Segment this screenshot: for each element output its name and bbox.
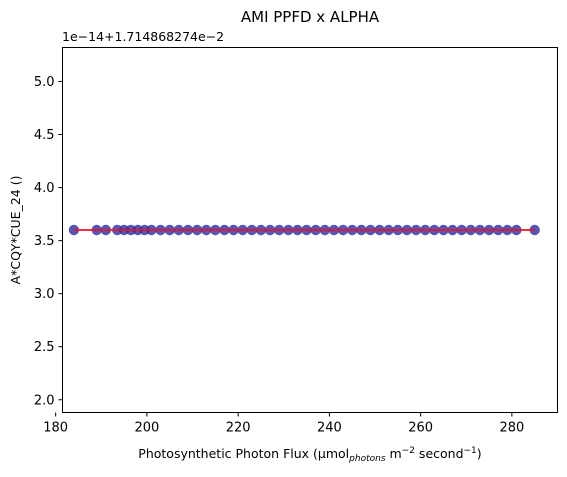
- x-tick-label: 200: [134, 421, 159, 436]
- x-tick-label: 180: [43, 421, 68, 436]
- y-tick-label: 3.5: [34, 234, 55, 249]
- y-tick-label: 2.0: [34, 393, 55, 408]
- y-axis-offset-label: 1e−14+1.714868274e−2: [62, 29, 224, 44]
- x-tick-label: 240: [317, 421, 342, 436]
- chart-title: AMI PPFD x ALPHA: [241, 8, 380, 26]
- y-axis-label: A*CQY*CUE_24 (): [8, 176, 23, 285]
- y-tick-label: 4.0: [34, 181, 55, 196]
- y-tick-label: 2.5: [34, 340, 55, 355]
- y-tick-label: 3.0: [34, 287, 55, 302]
- y-tick-label: 5.0: [34, 75, 55, 90]
- plot-frame: [62, 47, 558, 413]
- x-axis-label: Photosynthetic Photon Flux (μmolphotons …: [138, 446, 481, 464]
- y-axis: 2.0 2.5 3.0 3.5 4.0 4.5 5.0: [34, 75, 63, 408]
- data-marks: [68, 224, 540, 236]
- y-tick-label: 4.5: [34, 128, 55, 143]
- x-tick-label: 280: [499, 421, 524, 436]
- x-tick-label: 260: [408, 421, 433, 436]
- x-tick-label: 220: [226, 421, 251, 436]
- x-axis: 180 200 220 240 260 280: [43, 412, 524, 436]
